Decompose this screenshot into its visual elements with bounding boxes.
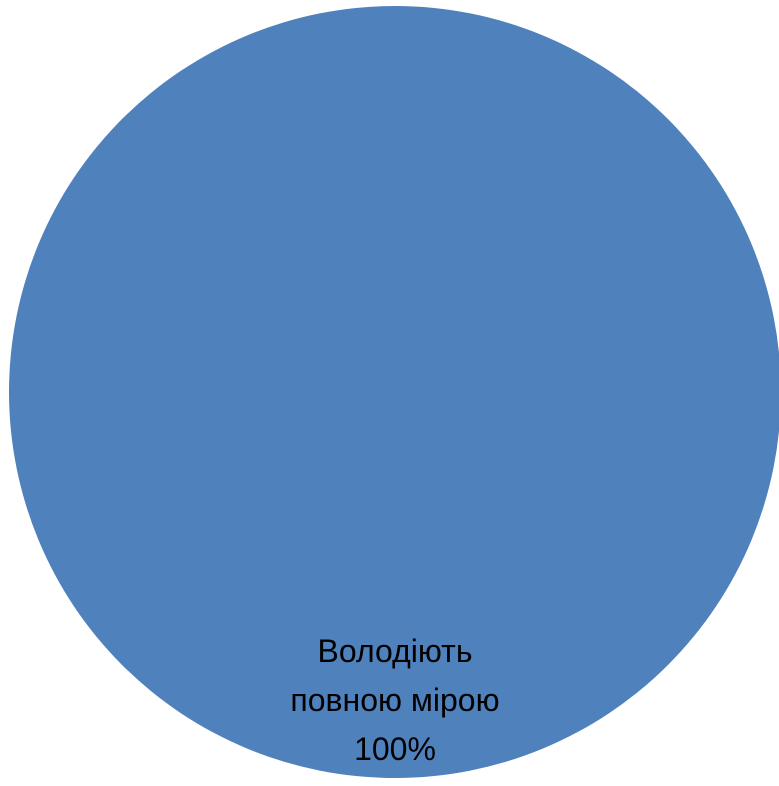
pie-slice-value-label: 100% <box>354 731 436 767</box>
pie-slice <box>9 6 779 778</box>
pie-slice-data-label: Володіють повною мірою 100% <box>290 633 499 767</box>
pie-slice-label-line: Володіють <box>318 633 473 669</box>
pie-slice-label-line: повною мірою <box>290 682 499 718</box>
